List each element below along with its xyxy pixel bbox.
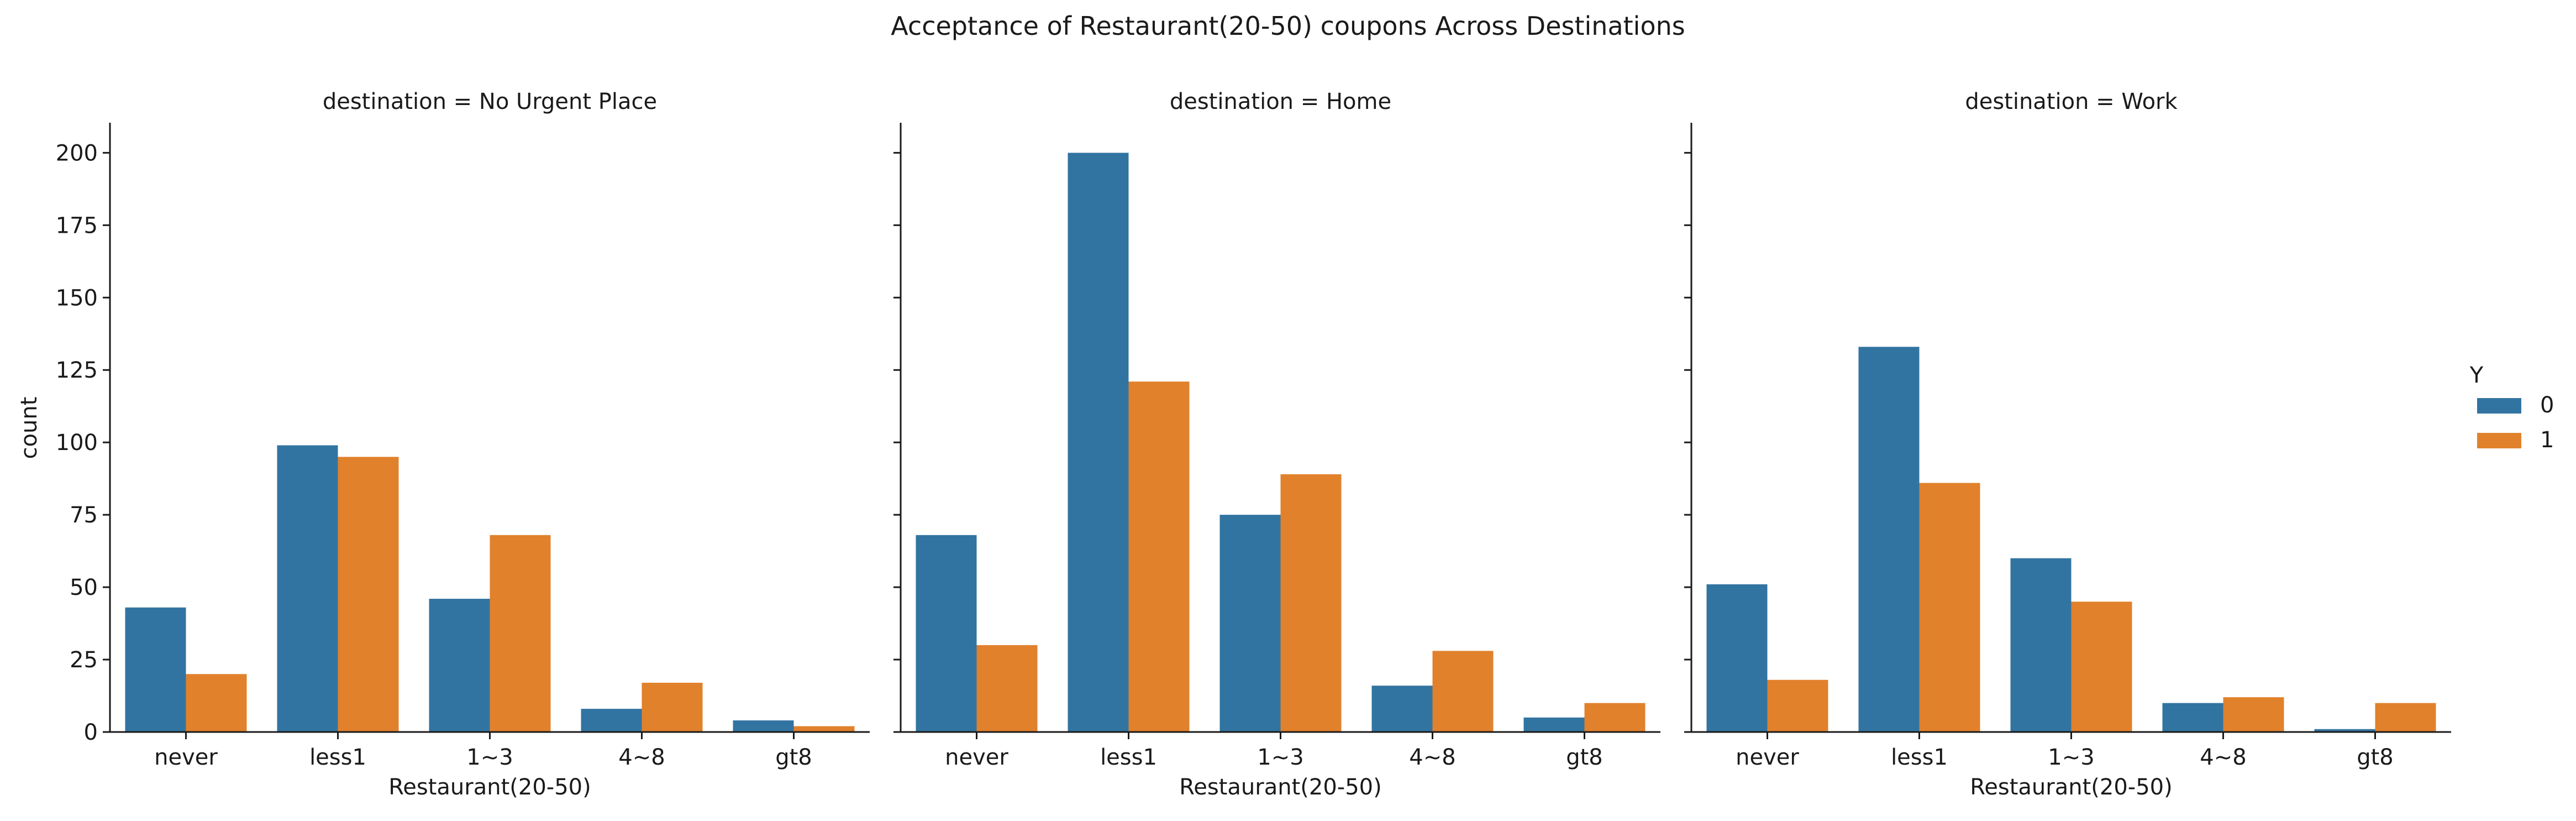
bar xyxy=(916,535,977,732)
bar xyxy=(429,599,490,732)
y-tick-label: 150 xyxy=(56,285,98,311)
bar xyxy=(2375,703,2436,732)
bar xyxy=(2162,703,2223,732)
bar xyxy=(733,720,794,732)
bar xyxy=(2314,729,2375,732)
facet-title: destination = Work xyxy=(1965,89,2178,114)
x-tick-label: gt8 xyxy=(775,745,812,770)
x-axis-label: Restaurant(20-50) xyxy=(388,775,591,800)
x-tick-label: never xyxy=(154,745,218,770)
bar xyxy=(1706,584,1768,732)
x-tick-label: gt8 xyxy=(2357,745,2394,770)
chart-title: Acceptance of Restaurant(20-50) coupons … xyxy=(891,11,1685,41)
bar xyxy=(277,445,338,732)
bar xyxy=(1523,717,1585,732)
y-tick-label: 100 xyxy=(56,430,98,456)
x-tick-label: never xyxy=(945,745,1008,770)
bar xyxy=(186,674,247,732)
legend-swatch xyxy=(2477,433,2521,448)
bar xyxy=(1068,153,1129,732)
legend: Y 0 1 xyxy=(2469,363,2554,453)
legend-label: 0 xyxy=(2540,393,2554,418)
facet-panel: destination = Work never less1 1~3 4~8 gt8 Res… xyxy=(1684,89,2451,800)
y-tick-label: 175 xyxy=(56,213,98,238)
bar xyxy=(1432,651,1494,732)
y-tick-label: 25 xyxy=(70,647,98,673)
bar xyxy=(976,645,1038,732)
x-tick-label: 4~8 xyxy=(1409,745,1455,770)
legend-title: Y xyxy=(2469,363,2484,388)
bar xyxy=(642,682,703,732)
y-tick-label: 50 xyxy=(70,575,98,600)
bar xyxy=(1280,474,1342,732)
x-tick-label: 1~3 xyxy=(466,745,513,770)
x-tick-label: never xyxy=(1736,745,1799,770)
bar xyxy=(581,709,642,732)
facet-title: destination = Home xyxy=(1170,89,1391,114)
bar xyxy=(125,607,186,732)
bar xyxy=(1128,381,1190,732)
bar xyxy=(1919,483,1980,732)
x-tick-label: less1 xyxy=(1100,745,1157,770)
legend-swatch xyxy=(2477,398,2521,414)
facet-panel: destination = Home never less1 1~3 4~8 gt8 Res… xyxy=(893,89,1660,800)
facet-title: destination = No Urgent Place xyxy=(323,89,657,114)
bar xyxy=(793,726,855,732)
bar xyxy=(1584,703,1646,732)
y-axis-label: count xyxy=(17,397,42,459)
x-tick-label: 4~8 xyxy=(618,745,665,770)
x-tick-label: gt8 xyxy=(1566,745,1603,770)
bar xyxy=(1219,515,1281,732)
bar xyxy=(1767,679,1828,732)
x-axis-label: Restaurant(20-50) xyxy=(1179,775,1381,800)
x-tick-label: 1~3 xyxy=(2048,745,2094,770)
y-tick-label: 200 xyxy=(56,140,98,166)
facet-panel: destination = No Urgent Place 0 25 50 75 100 1… xyxy=(56,89,870,800)
x-tick-label: less1 xyxy=(1891,745,1948,770)
bar xyxy=(1371,686,1433,732)
x-tick-label: 1~3 xyxy=(1257,745,1303,770)
bar xyxy=(2223,697,2284,732)
x-axis-label: Restaurant(20-50) xyxy=(1970,775,2172,800)
legend-label: 1 xyxy=(2540,427,2554,453)
x-tick-label: 4~8 xyxy=(2200,745,2246,770)
y-tick-label: 0 xyxy=(84,720,98,745)
facet-panels: destination = No Urgent Place 0 25 50 75 100 1… xyxy=(17,89,2451,800)
bar xyxy=(490,535,551,732)
y-tick-label: 125 xyxy=(56,358,98,383)
x-tick-label: less1 xyxy=(309,745,366,770)
bar xyxy=(2071,602,2132,732)
bar xyxy=(2010,558,2072,732)
bar xyxy=(1858,347,1920,732)
bar xyxy=(338,457,399,732)
y-tick-label: 75 xyxy=(70,503,98,528)
